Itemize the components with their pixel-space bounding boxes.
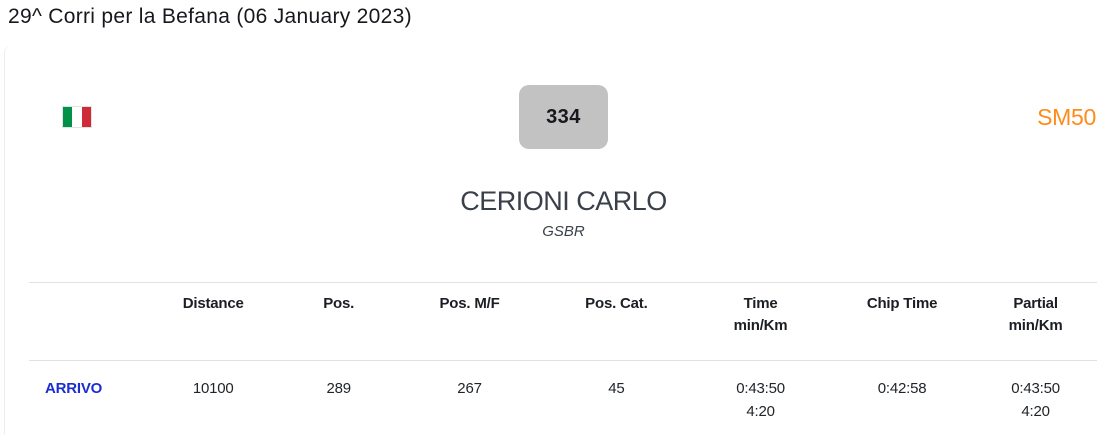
athlete-header-right: SM50 xyxy=(608,104,1098,131)
header-pos: Pos. xyxy=(279,282,398,361)
time-value: 0:43:50 xyxy=(736,380,785,397)
cell-partial: 0:43:50 4:20 xyxy=(974,360,1097,434)
flag-stripe-red xyxy=(81,107,91,127)
cell-pos-cat: 45 xyxy=(541,360,692,434)
bib-number-badge: 334 xyxy=(519,85,608,149)
header-pos-mf: Pos. M/F xyxy=(397,282,542,361)
header-partial: Partial min/Km xyxy=(974,282,1097,361)
category-label: SM50 xyxy=(1037,103,1096,130)
checkpoint-link-arrivo[interactable]: ARRIVO xyxy=(45,380,103,397)
athlete-header-row: 334 SM50 xyxy=(29,85,1098,149)
page-title: 29^ Corri per la Befana (06 January 2023… xyxy=(8,5,412,28)
header-pos-cat: Pos. Cat. xyxy=(541,282,692,361)
cell-time: 0:43:50 4:20 xyxy=(691,360,830,434)
athlete-name: CERIONI CARLO xyxy=(460,186,667,216)
cell-chip-time: 0:42:58 xyxy=(829,360,975,434)
cell-pos: 289 xyxy=(279,360,398,434)
flag-stripe-white xyxy=(72,107,82,127)
cell-pos-mf: 267 xyxy=(397,360,542,434)
athlete-header-left xyxy=(29,106,519,128)
results-table: Distance Pos. Pos. M/F Pos. Cat. Time mi… xyxy=(29,282,1097,434)
flag-stripe-green xyxy=(63,107,73,127)
results-table-header-row: Distance Pos. Pos. M/F Pos. Cat. Time mi… xyxy=(29,282,1097,361)
table-row-arrivo: ARRIVO 10100 289 267 45 0:43:50 4:20 0:4… xyxy=(29,360,1097,434)
athlete-team: GSBR xyxy=(542,223,585,240)
header-time: Time min/Km xyxy=(691,282,830,361)
header-distance: Distance xyxy=(146,282,280,361)
header-checkpoint xyxy=(29,282,147,361)
cell-distance: 10100 xyxy=(146,360,280,434)
italy-flag-icon xyxy=(62,106,92,128)
partial-value: 0:43:50 xyxy=(1011,380,1060,397)
athlete-result-card: 334 SM50 CERIONI CARLO GSBR Distance Pos… xyxy=(4,45,1102,434)
time-pace-value: 4:20 xyxy=(746,403,775,420)
header-chip-time: Chip Time xyxy=(829,282,975,361)
partial-pace-value: 4:20 xyxy=(1021,403,1050,420)
